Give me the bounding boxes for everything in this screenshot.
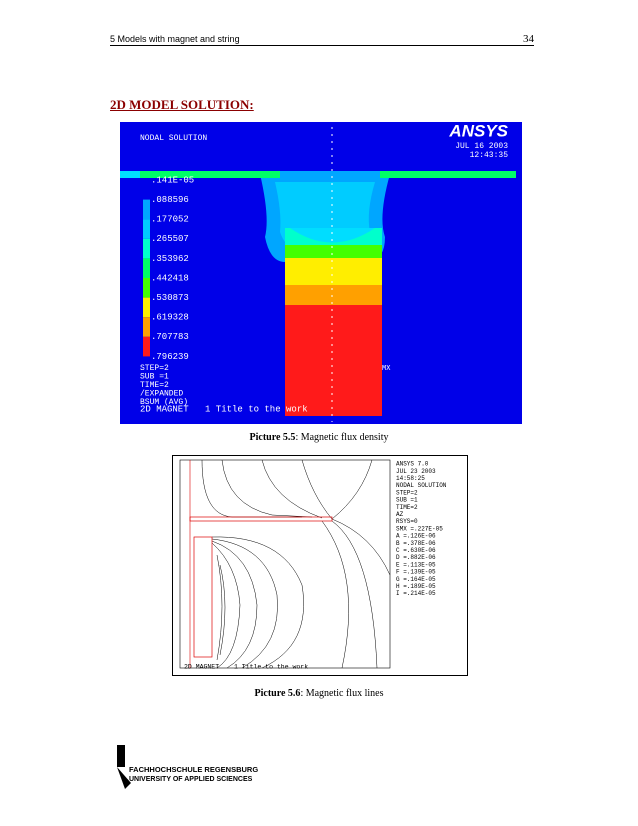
info-line: TIME=2 (396, 504, 418, 511)
frame (172, 455, 468, 676)
legend-swatch (143, 180, 150, 200)
magnet (290, 228, 375, 243)
info-line: AZ (396, 511, 404, 518)
info-line: NODAL SOLUTION (396, 482, 447, 489)
legend-swatch (143, 258, 150, 278)
info-line: SUB =1 (396, 497, 418, 504)
model: 2D MAGNET (184, 664, 219, 671)
info-line: STEP=2 (396, 489, 418, 496)
legend-label: .796239 (151, 352, 189, 362)
logo-mark (117, 767, 131, 789)
time: 12:43:35 (470, 151, 509, 160)
legend-swatch (143, 278, 150, 298)
info-line: I =.214E-05 (396, 590, 436, 597)
legend-swatch (143, 238, 150, 259)
legend-label: .707783 (151, 332, 189, 342)
caption: Picture 5.5: Magnetic flux density (0, 432, 638, 443)
plate (120, 171, 140, 178)
magnet (285, 305, 382, 416)
info-line: RSYS=0 (396, 518, 418, 525)
legend-label: .265507 (151, 234, 189, 244)
header-rule (110, 45, 534, 46)
info-line: SUB =1 (140, 373, 169, 382)
header-chapter: 5 Models with magnet and string (110, 34, 240, 44)
legend-label: .619328 (151, 313, 189, 323)
caption-label: Picture 5.6 (254, 688, 301, 699)
caption: Picture 5.6: Magnetic flux lines (0, 688, 638, 699)
info-line: A =.126E-06 (396, 533, 436, 540)
magnet (285, 258, 382, 285)
caption-text: : Magnetic flux lines (300, 688, 384, 699)
model: 2D MAGNET (140, 404, 189, 414)
logo-mark (117, 745, 125, 767)
mx: MX (382, 365, 391, 373)
info-line: 14:58:25 (396, 475, 425, 482)
legend-label: .141E-05 (151, 175, 194, 185)
date: JUL 16 2003 (455, 142, 508, 151)
info-line: SMX =.227E-05 (396, 525, 443, 532)
figure1: .141E-05 .088596 .177052 .265507 .353962 .442… (120, 122, 522, 424)
info-line: ANSYS 7.0 (396, 461, 429, 468)
legend-swatch (143, 199, 150, 220)
info-line: STEP=2 (140, 364, 169, 373)
legend-swatch (143, 297, 150, 318)
info-line: TIME=2 (140, 381, 169, 390)
legend-label: .353962 (151, 254, 189, 264)
legend-label: .530873 (151, 293, 189, 303)
legend-swatch (143, 336, 150, 357)
logo: ANSYS (448, 122, 508, 140)
header-page: 34 (523, 33, 534, 45)
legend-label: .088596 (151, 195, 189, 205)
legend-label: .177052 (151, 215, 189, 225)
info-line: D =.882E-06 (396, 554, 436, 561)
title: NODAL SOLUTION (140, 134, 207, 143)
magnet (285, 245, 382, 258)
logo-line1: FACHHOCHSCHULE REGENSBURG (129, 765, 258, 774)
magnet (193, 536, 213, 658)
magnet (285, 285, 382, 305)
logo: FACHHOCHSCHULE REGENSBURG UNIVERSITY OF … (117, 745, 258, 789)
legend-label: .442418 (151, 273, 189, 283)
caption-text: : Magnetic flux density (295, 432, 389, 443)
info-line: JUL 23 2003 (396, 468, 436, 475)
work: 1 Title to the work (234, 664, 308, 671)
plate (280, 171, 380, 178)
work: 1 Title to the work (205, 404, 308, 414)
section-title: 2D MODEL SOLUTION: (110, 97, 254, 112)
info-line: H =.189E-05 (396, 583, 436, 590)
info-line: F =.139E-05 (396, 569, 436, 576)
legend-swatch (143, 317, 150, 337)
legend-swatch (143, 219, 150, 239)
info-line: /EXPANDED (140, 390, 183, 399)
info-line: C =.630E-06 (396, 547, 436, 554)
info-line: BSUM (AVG) (140, 398, 188, 407)
info-line: B =.378E-06 (396, 540, 436, 547)
logo-line2: UNIVERSITY OF APPLIED SCIENCES (129, 776, 253, 783)
caption-label: Picture 5.5 (249, 432, 296, 443)
info-line: G =.164E-05 (396, 576, 436, 583)
plot-frame (179, 459, 391, 669)
info-line: E =.113E-05 (396, 561, 436, 568)
